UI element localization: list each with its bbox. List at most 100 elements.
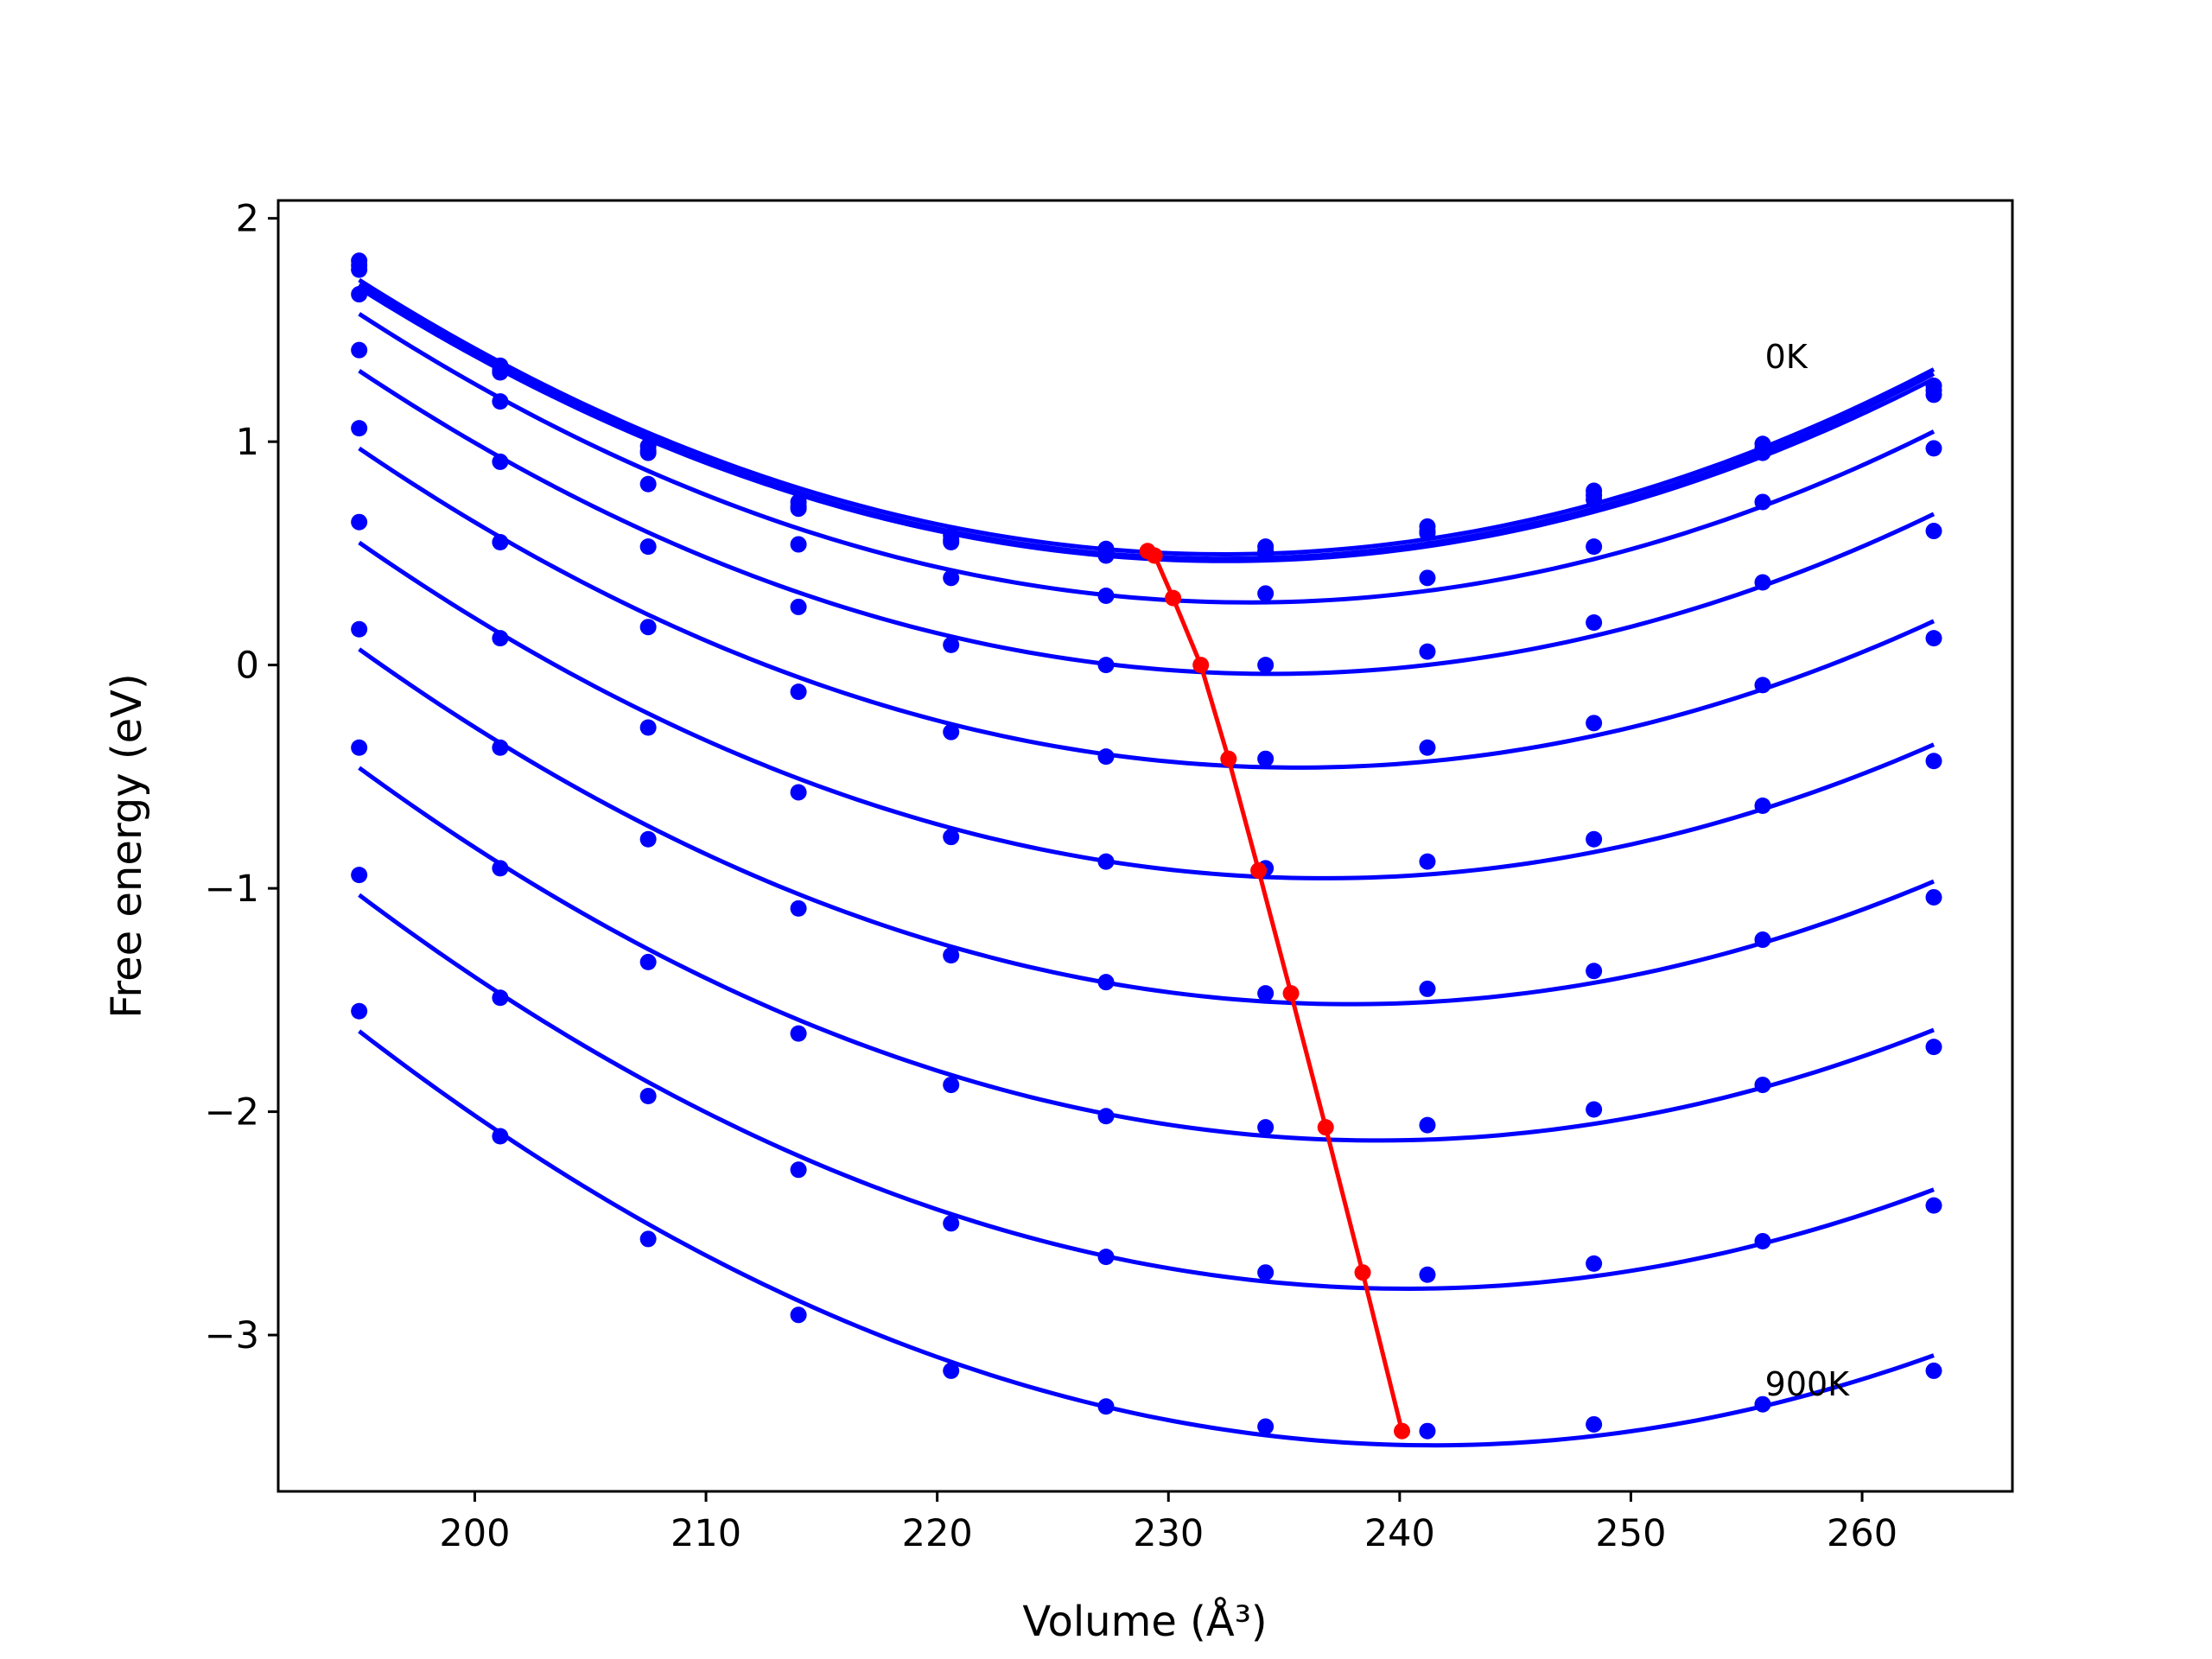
x-tick-label: 230 — [1133, 1512, 1204, 1555]
y-tick-label: 2 — [236, 198, 259, 241]
series-point — [1754, 677, 1771, 694]
temperature-annotation: 0K — [1765, 338, 1808, 376]
series-point — [1419, 1422, 1436, 1440]
series-point — [1925, 630, 1942, 647]
series-point — [943, 569, 960, 587]
series-point — [639, 719, 657, 736]
series-point — [1257, 1264, 1274, 1281]
axes-frame — [276, 199, 2014, 1493]
series-line — [358, 286, 1936, 563]
series-point — [639, 538, 657, 556]
series-point — [1754, 493, 1771, 511]
series-point — [790, 1306, 807, 1324]
series-point — [1925, 1039, 1942, 1056]
y-tick-label: −3 — [205, 1314, 259, 1357]
series-point — [351, 1002, 368, 1020]
series-point — [1586, 715, 1603, 732]
series-point — [351, 513, 368, 531]
series-point — [639, 953, 657, 970]
series-point — [1754, 574, 1771, 591]
series-point — [1419, 569, 1436, 587]
series-point — [790, 500, 807, 518]
series-point — [1419, 980, 1436, 997]
series-point — [1419, 524, 1436, 542]
x-axis-label: Volume (Å³) — [1022, 1597, 1267, 1646]
series-point — [1257, 1418, 1274, 1435]
series-point — [1097, 657, 1115, 674]
series-point — [351, 341, 368, 359]
minima-line — [1146, 549, 1404, 1432]
x-tick-label: 250 — [1595, 1512, 1666, 1555]
series-point — [351, 867, 368, 884]
series-point — [492, 533, 509, 550]
series-point — [790, 598, 807, 615]
series-point — [1097, 853, 1115, 870]
series-point — [639, 475, 657, 493]
series-point — [1097, 1108, 1115, 1125]
series-point — [1097, 748, 1115, 766]
series-point — [1257, 985, 1274, 1002]
x-tick-label: 200 — [439, 1512, 510, 1555]
series-point — [1925, 1197, 1942, 1214]
series-point — [790, 899, 807, 917]
series-point — [943, 533, 960, 550]
x-tick-label: 240 — [1364, 1512, 1435, 1555]
series-point — [1754, 931, 1771, 949]
series-point — [351, 620, 368, 638]
series-point — [1097, 588, 1115, 605]
series-point — [1257, 585, 1274, 602]
series-point — [1754, 1233, 1771, 1250]
series-point — [1586, 1415, 1603, 1433]
series-point — [1586, 538, 1603, 556]
series-point — [1419, 1266, 1436, 1283]
series-point — [1419, 739, 1436, 756]
series-point — [1419, 853, 1436, 870]
y-tick-label: 0 — [236, 645, 259, 688]
series-point — [1925, 888, 1942, 906]
series-point — [1586, 614, 1603, 632]
minima-layer — [1139, 543, 1411, 1440]
series-point — [492, 453, 509, 470]
minima-point — [1282, 985, 1300, 1002]
series-point — [351, 261, 368, 278]
series-point — [492, 1128, 509, 1145]
series-point — [1257, 544, 1274, 562]
series-point — [1586, 1101, 1603, 1118]
series-point — [492, 630, 509, 647]
series-point — [351, 420, 368, 437]
curves-layer — [351, 252, 1942, 1448]
x-tick-label: 260 — [1827, 1512, 1897, 1555]
series-point — [1097, 974, 1115, 991]
series-line — [358, 540, 1936, 880]
series-point — [943, 1077, 960, 1094]
series-point — [492, 860, 509, 877]
series-point — [1586, 830, 1603, 848]
series-line — [358, 283, 1936, 562]
annotations-layer: 0K 900K — [1765, 338, 1851, 1403]
series-point — [1097, 1398, 1115, 1415]
series-line — [358, 446, 1936, 770]
series-point — [492, 393, 509, 410]
y-tick-label: 1 — [236, 421, 259, 464]
series-point — [943, 829, 960, 846]
x-tick-label: 220 — [902, 1512, 973, 1555]
series-point — [639, 830, 657, 848]
series-point — [351, 286, 368, 303]
series-point — [1419, 643, 1436, 660]
series-point — [943, 1215, 960, 1232]
series-point — [790, 683, 807, 701]
series-point — [1257, 1119, 1274, 1136]
series-point — [1925, 440, 1942, 457]
series-point — [1754, 1077, 1771, 1094]
series-point — [943, 1362, 960, 1379]
series-point — [1097, 547, 1115, 564]
series-point — [1586, 491, 1603, 508]
series-point — [1586, 963, 1603, 980]
series-point — [790, 784, 807, 801]
series-line — [358, 893, 1935, 1291]
series-point — [943, 947, 960, 964]
series-point — [639, 1230, 657, 1248]
series-point — [1754, 797, 1771, 814]
series-point — [639, 444, 657, 461]
